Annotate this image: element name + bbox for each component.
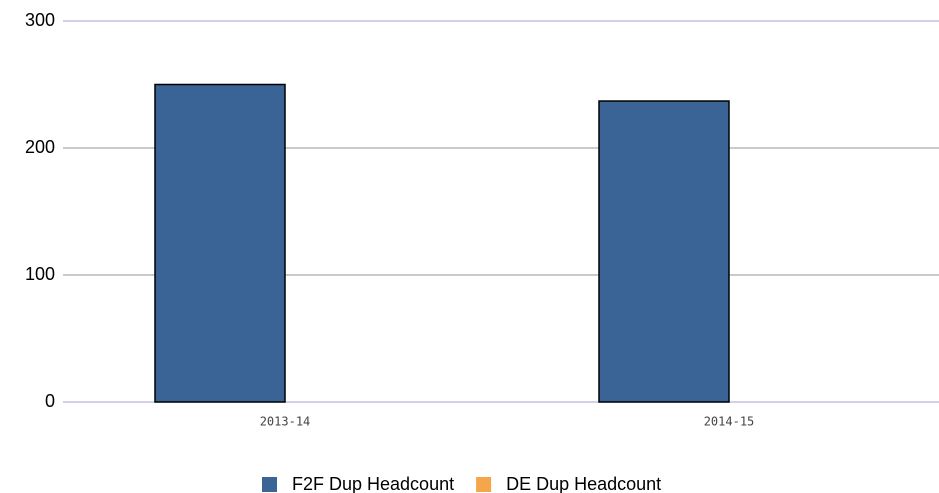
bar	[154, 83, 286, 403]
legend-swatch	[262, 477, 277, 492]
legend-label: F2F Dup Headcount	[292, 474, 454, 493]
y-tick-label: 300	[25, 10, 55, 30]
bar	[598, 100, 730, 403]
x-tick-label: 2013-14	[260, 415, 311, 429]
legend-label: DE Dup Headcount	[506, 474, 661, 493]
y-tick-label: 100	[25, 264, 55, 284]
y-tick-label: 200	[25, 137, 55, 157]
x-tick-label: 2014-15	[704, 415, 755, 429]
legend-swatch	[476, 477, 492, 492]
y-tick-label: 0	[45, 391, 55, 411]
